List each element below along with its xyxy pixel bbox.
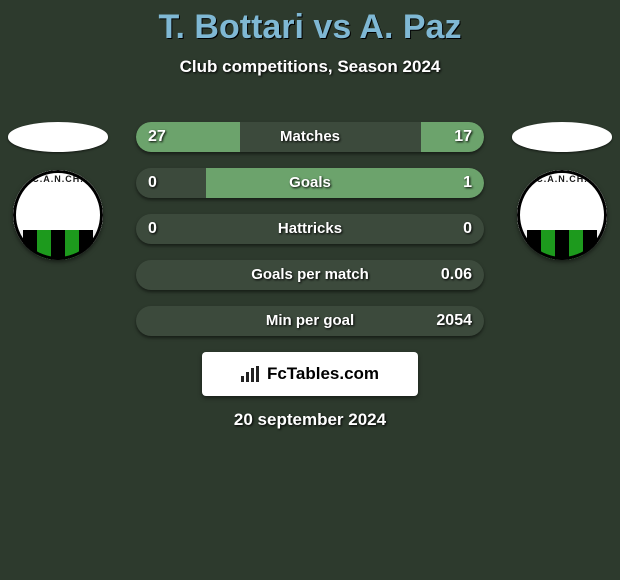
- branding-box: FcTables.com: [202, 352, 418, 396]
- stat-row: Min per goal2054: [136, 306, 484, 336]
- stat-row: 27Matches17: [136, 122, 484, 152]
- fctables-icon: [241, 366, 261, 382]
- stat-label: Matches: [136, 122, 484, 152]
- stat-row: 0Goals1: [136, 168, 484, 198]
- date-text: 20 september 2024: [0, 410, 620, 430]
- club-badge-text-left: C.A.N.CH.: [13, 170, 103, 230]
- stat-label: Hattricks: [136, 214, 484, 244]
- club-badge-text-right: C.A.N.CH.: [517, 170, 607, 230]
- player-left-column: C.A.N.CH.: [8, 122, 108, 260]
- branding-text: FcTables.com: [267, 364, 379, 384]
- player-left-avatar: [8, 122, 108, 152]
- stat-value-right: 1: [463, 168, 472, 198]
- club-badge-left: C.A.N.CH.: [13, 170, 103, 260]
- stat-label: Min per goal: [136, 306, 484, 336]
- stat-value-right: 17: [454, 122, 472, 152]
- player-right-avatar: [512, 122, 612, 152]
- stat-label: Goals per match: [136, 260, 484, 290]
- page-title: T. Bottari vs A. Paz: [0, 0, 620, 47]
- stat-value-right: 0: [463, 214, 472, 244]
- stat-row: Goals per match0.06: [136, 260, 484, 290]
- stats-panel: 27Matches170Goals10Hattricks0Goals per m…: [136, 122, 484, 352]
- stat-value-right: 0.06: [441, 260, 472, 290]
- stat-row: 0Hattricks0: [136, 214, 484, 244]
- club-badge-right: C.A.N.CH.: [517, 170, 607, 260]
- stat-value-right: 2054: [436, 306, 472, 336]
- player-right-column: C.A.N.CH.: [512, 122, 612, 260]
- stat-label: Goals: [136, 168, 484, 198]
- subtitle: Club competitions, Season 2024: [0, 57, 620, 77]
